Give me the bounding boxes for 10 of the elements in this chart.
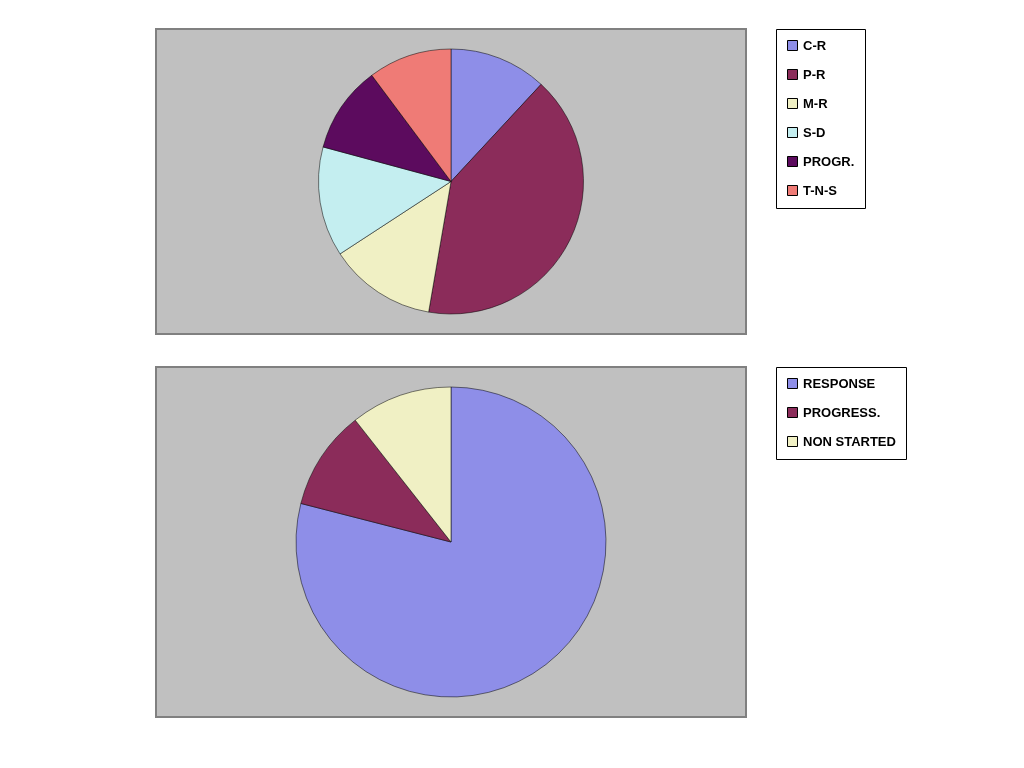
legend-label: P-R (803, 66, 826, 82)
legend-label: T-N-S (803, 182, 838, 198)
legend-label: C-R (803, 37, 827, 53)
pie-slice (295, 386, 607, 698)
legend-label: M-R (803, 95, 829, 111)
legend-label: PROGRESS. (803, 404, 881, 420)
legend-label: RESPONSE (803, 375, 876, 391)
legend-label: S-D (803, 124, 826, 140)
legend-label: PROGR. (803, 153, 855, 169)
legend-label: NON STARTED (803, 433, 896, 449)
